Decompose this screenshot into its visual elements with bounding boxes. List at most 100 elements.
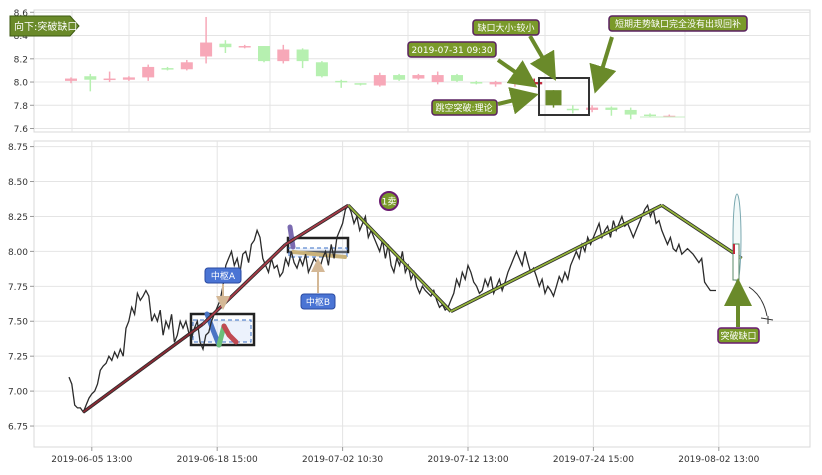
- gap-annotations: 缺口大小:较小 短期走势缺口完全没有出现回补 2019-07-31 09:30 …: [407, 15, 748, 116]
- candlestick: [393, 73, 406, 81]
- candlestick: [566, 105, 579, 114]
- stroke-segment-line: [347, 204, 452, 313]
- candlestick-y-tick-label: 8.4: [14, 32, 29, 42]
- candlestick-y-tick-label: 8.6: [14, 9, 29, 19]
- candlestick-body: [200, 42, 213, 57]
- price-line: [68, 203, 716, 414]
- candlestick: [644, 113, 656, 117]
- trend-tag: 向下:突破缺口: [9, 15, 80, 37]
- price-y-tick-label: 6.75: [8, 423, 28, 433]
- pivot-b-label: 中枢B: [306, 296, 330, 308]
- price-x-tick-label: 2019-08-02 13:00: [678, 455, 759, 465]
- price-y-tick-label: 8.75: [8, 143, 28, 153]
- pivot-b-stroke-tan: [291, 250, 347, 259]
- stroke-segments: [82, 203, 743, 414]
- gap-type-arrow: [497, 87, 539, 115]
- pivot-a-tag: [204, 267, 242, 284]
- candlestick-body: [180, 62, 193, 70]
- stroke-segment-line: [661, 204, 743, 260]
- candlestick-y-tick-label: 7.8: [14, 102, 29, 112]
- candlestick-body: [431, 75, 444, 83]
- gap-box: [538, 77, 590, 116]
- price-x-axis: 2019-06-05 13:00 2019-06-18 15:00 2019-07-…: [51, 447, 760, 465]
- stroke-segment: [347, 204, 453, 313]
- candlestick-body: [238, 46, 251, 48]
- candlestick: [161, 66, 174, 71]
- candlestick-body: [277, 49, 290, 62]
- candlestick: [142, 64, 155, 81]
- pivot-labels: 中枢A 中枢B: [204, 258, 336, 310]
- price-x-tick-label: 2019-06-18 15:00: [177, 455, 258, 465]
- price-plot-area: [33, 140, 811, 448]
- candlestick-body: [451, 75, 463, 81]
- gap-close-label: 短期走势缺口完全没有出现回补: [615, 18, 741, 30]
- candlestick: [624, 107, 637, 120]
- candlestick: [103, 71, 116, 83]
- stroke-segment: [201, 243, 287, 326]
- candlestick: [451, 73, 463, 83]
- candlestick-body: [161, 68, 174, 70]
- gap-time-label: 2019-07-31 09:30: [411, 46, 492, 56]
- candlestick: [238, 44, 251, 49]
- candlestick-y-tick-label: 7.6: [14, 125, 29, 135]
- breakout-curve: [748, 286, 774, 324]
- candlestick-body: [122, 77, 135, 80]
- gap-type-tag: [431, 99, 498, 116]
- price-x-tick-label: 2019-06-05 13:00: [51, 455, 132, 465]
- pivot-a-stroke-red: [221, 323, 239, 345]
- candlestick: [219, 40, 232, 53]
- breakout-tag: [717, 327, 760, 344]
- stroke-segment-line: [202, 243, 287, 325]
- candlestick: [373, 72, 386, 87]
- candlestick: [122, 76, 135, 81]
- stroke-segment-line: [450, 204, 663, 313]
- price-y-tick-label: 7.75: [8, 283, 28, 293]
- gap-time-arrow: [496, 58, 538, 88]
- candlestick-body: [142, 66, 155, 78]
- candlestick-body: [412, 75, 425, 79]
- candlestick-body: [489, 82, 502, 85]
- candlestick: [277, 44, 290, 64]
- pivot-a-label: 中枢A: [211, 270, 236, 282]
- candlestick-body: [315, 62, 328, 77]
- candlestick: [586, 105, 599, 113]
- candlestick-body: [335, 80, 348, 83]
- candlestick-body: [296, 49, 309, 62]
- candlestick: [545, 90, 562, 108]
- pivot-b-stroke-purple: [287, 224, 296, 250]
- price-x-tick-label: 2019-07-02 10:30: [302, 455, 383, 465]
- pivot-b-box: [286, 236, 350, 254]
- candlestick-body: [103, 78, 116, 81]
- candlestick: [470, 80, 483, 85]
- price-y-axis: 8.75 8.50 8.25 8.00 7.75 7.50 7.25 7.00 6.75: [8, 143, 34, 433]
- gap-close-arrow: [589, 36, 617, 94]
- candlestick-body: [470, 82, 483, 84]
- gap-size-arrow: [528, 34, 557, 81]
- candlestick-body: [219, 43, 232, 48]
- sell-point-marker: 1卖: [379, 191, 399, 211]
- candlestick-body: [545, 90, 562, 106]
- candlestick-body: [586, 107, 599, 110]
- stroke-segment: [660, 203, 743, 260]
- candlestick-body: [624, 109, 637, 115]
- candlestick: [315, 61, 328, 78]
- price-x-tick-label: 2019-07-12 13:00: [427, 455, 508, 465]
- candlestick: [335, 79, 348, 88]
- candlestick-body: [373, 75, 386, 86]
- candlestick-gridlines: [34, 10, 810, 132]
- stroke-segment: [284, 203, 350, 246]
- candlestick: [296, 48, 309, 69]
- pivot-zone-b: [286, 224, 350, 259]
- trend-tag-label: 向下:突破缺口: [14, 20, 77, 33]
- gap-size-tag: [472, 19, 540, 36]
- price-line-panel: 8.75 8.50 8.25 8.00 7.75 7.50 7.25 7.00 6.75 201…: [8, 140, 811, 465]
- candlestick-body: [605, 107, 618, 110]
- price-y-tick-label: 7.00: [8, 388, 28, 398]
- candlestick: [605, 106, 618, 116]
- candlestick: [180, 59, 193, 71]
- candlestick: [258, 46, 270, 63]
- candlestick-body: [393, 75, 406, 80]
- price-y-tick-label: 7.25: [8, 353, 28, 363]
